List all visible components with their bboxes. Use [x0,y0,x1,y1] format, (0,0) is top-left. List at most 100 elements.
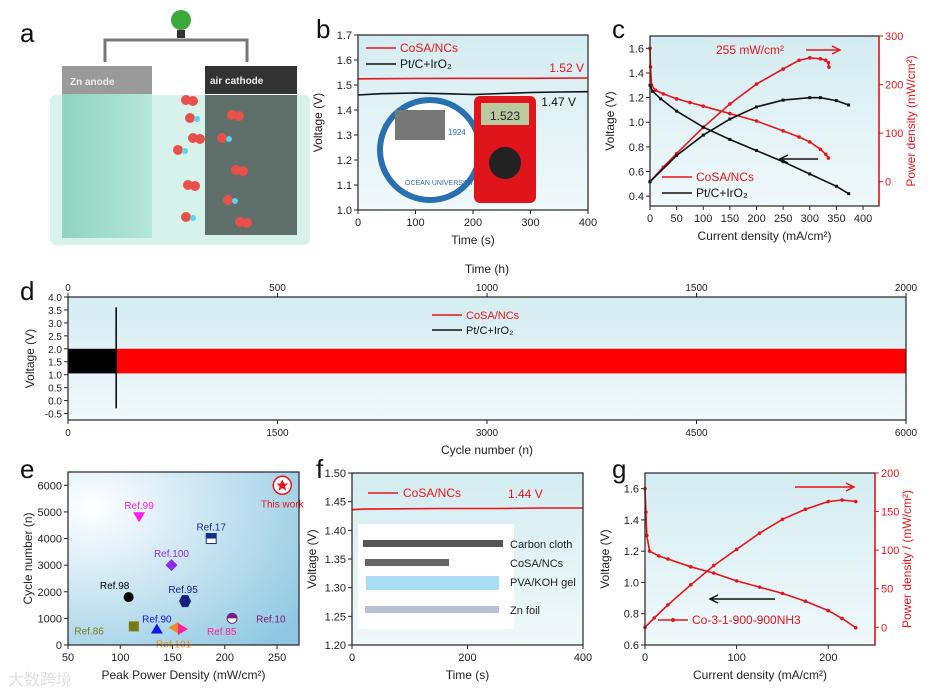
atom [232,198,238,204]
y-tick-label: 1.6 [337,55,352,67]
data-point [656,554,661,558]
y-tick-label: 1.40 [325,525,346,537]
data-point [689,583,693,587]
oxygen-atom [181,212,191,222]
data-point [728,137,732,141]
data-point [675,153,679,157]
data-point [823,58,828,63]
y2-tick-label: 50 [881,584,893,596]
lightbulb-globe-icon [171,10,191,30]
data-point [826,608,831,613]
data-point [853,626,858,630]
x-tick-label: 0 [642,652,648,664]
y2-axis-label: Power density / (mW/cm²) [900,490,914,628]
data-point [653,88,658,93]
plot-frame [351,472,584,646]
y-tick-label: 1.6 [629,43,644,55]
x-tick-label: 100 [694,213,712,225]
data-point [780,517,785,522]
layer-0 [363,540,503,547]
chart-d: 0 1500 3000 4500 6000 0 500 1000 1500 2000 Time (h… [23,262,918,457]
x-tick-label: 250 [268,652,286,664]
y-tick-label: 1.0 [48,371,62,382]
point-label: Ref.86 [74,626,104,637]
x-tick-label: 50 [671,213,683,225]
y-tick-label: 1.2 [624,546,639,558]
x-tick-label: 350 [827,213,845,225]
panel-label-d: d [20,276,34,306]
y-tick-label: 1.7 [337,30,352,42]
scatter-point-ref-101 [168,621,179,634]
y-tick-label: 1.0 [337,205,352,217]
data-point [818,96,822,100]
x-tick-label: 0 [647,213,653,225]
y-tick-label: 0.0 [48,397,62,408]
y-tick-label: 0.8 [629,142,644,154]
data-point [847,192,851,196]
y-tick-label: 0.8 [624,609,639,621]
x2-axis-label: Time (h) [465,262,509,276]
x-tick-label: 4500 [685,428,708,439]
y-tick-label: 1.4 [337,105,352,117]
x-tick-label: 0 [355,217,361,229]
data-point [803,599,808,604]
scatter-point-ref-95 [179,595,192,608]
y-tick-label: 1.35 [325,554,346,566]
data-point [754,119,759,123]
air-cathode [205,95,297,235]
atom [195,134,205,144]
series-line-0 [649,48,830,159]
data-point [755,105,759,109]
data-point [834,184,838,188]
data-point [645,533,649,538]
data-point [847,103,851,107]
y2-tick-label: 0 [881,622,887,634]
legend-label: Pt/C+IrO₂ [696,186,748,200]
scatter-point-ref-10 [227,613,238,619]
y-axis-label: Voltage (V) [311,93,325,152]
y-tick-label: 6000 [38,480,62,492]
x-tick-label: 6000 [895,428,918,439]
point-label: This work [261,499,305,510]
y2-tick-label: 0 [885,177,891,189]
data-point [661,92,666,96]
oxygen-atom [173,145,183,155]
series-line-0 [357,77,589,80]
series-line-3 [649,96,849,183]
x-tick-label: 400 [574,652,592,664]
plot-frame [67,471,300,646]
layer-label: CoSA/NCs [510,558,564,570]
legend-label: CoSA/NCs [400,41,458,55]
x-tick-label: 100 [406,217,424,229]
y-axis-label: Cycle number (n) [21,512,35,604]
plot-frame [357,34,589,211]
point-label: Ref.100 [154,549,189,560]
legend-label: CoSA/NCs [696,170,754,184]
data-point [834,99,838,103]
y2-tick-label: 100 [885,128,903,140]
data-point [701,133,705,137]
data-point [781,160,785,164]
point-label: Ref.95 [168,585,198,596]
panel-label-c: c [612,14,625,44]
y-tick-label: 1.4 [624,515,639,527]
data-point [823,152,828,157]
data-point [853,499,858,504]
x-tick-label: 200 [819,652,837,664]
y-tick-label: 1.45 [325,497,346,509]
data-point [826,499,831,504]
atom [188,96,198,106]
layer-label: Zn foil [510,605,540,617]
atom [190,181,200,191]
y-tick-label: 4000 [38,534,62,546]
battery-device-photo [395,110,445,140]
wire [103,38,249,62]
data-point [840,616,844,621]
scatter-point-ref-17 [206,533,217,539]
layer-label: Carbon cloth [510,539,572,551]
data-point [651,89,655,93]
y-tick-label: 2.0 [48,345,62,356]
legend-label: CoSA/NCs [403,486,461,500]
scatter-point-ref-90 [150,623,163,634]
data-point [728,117,732,121]
